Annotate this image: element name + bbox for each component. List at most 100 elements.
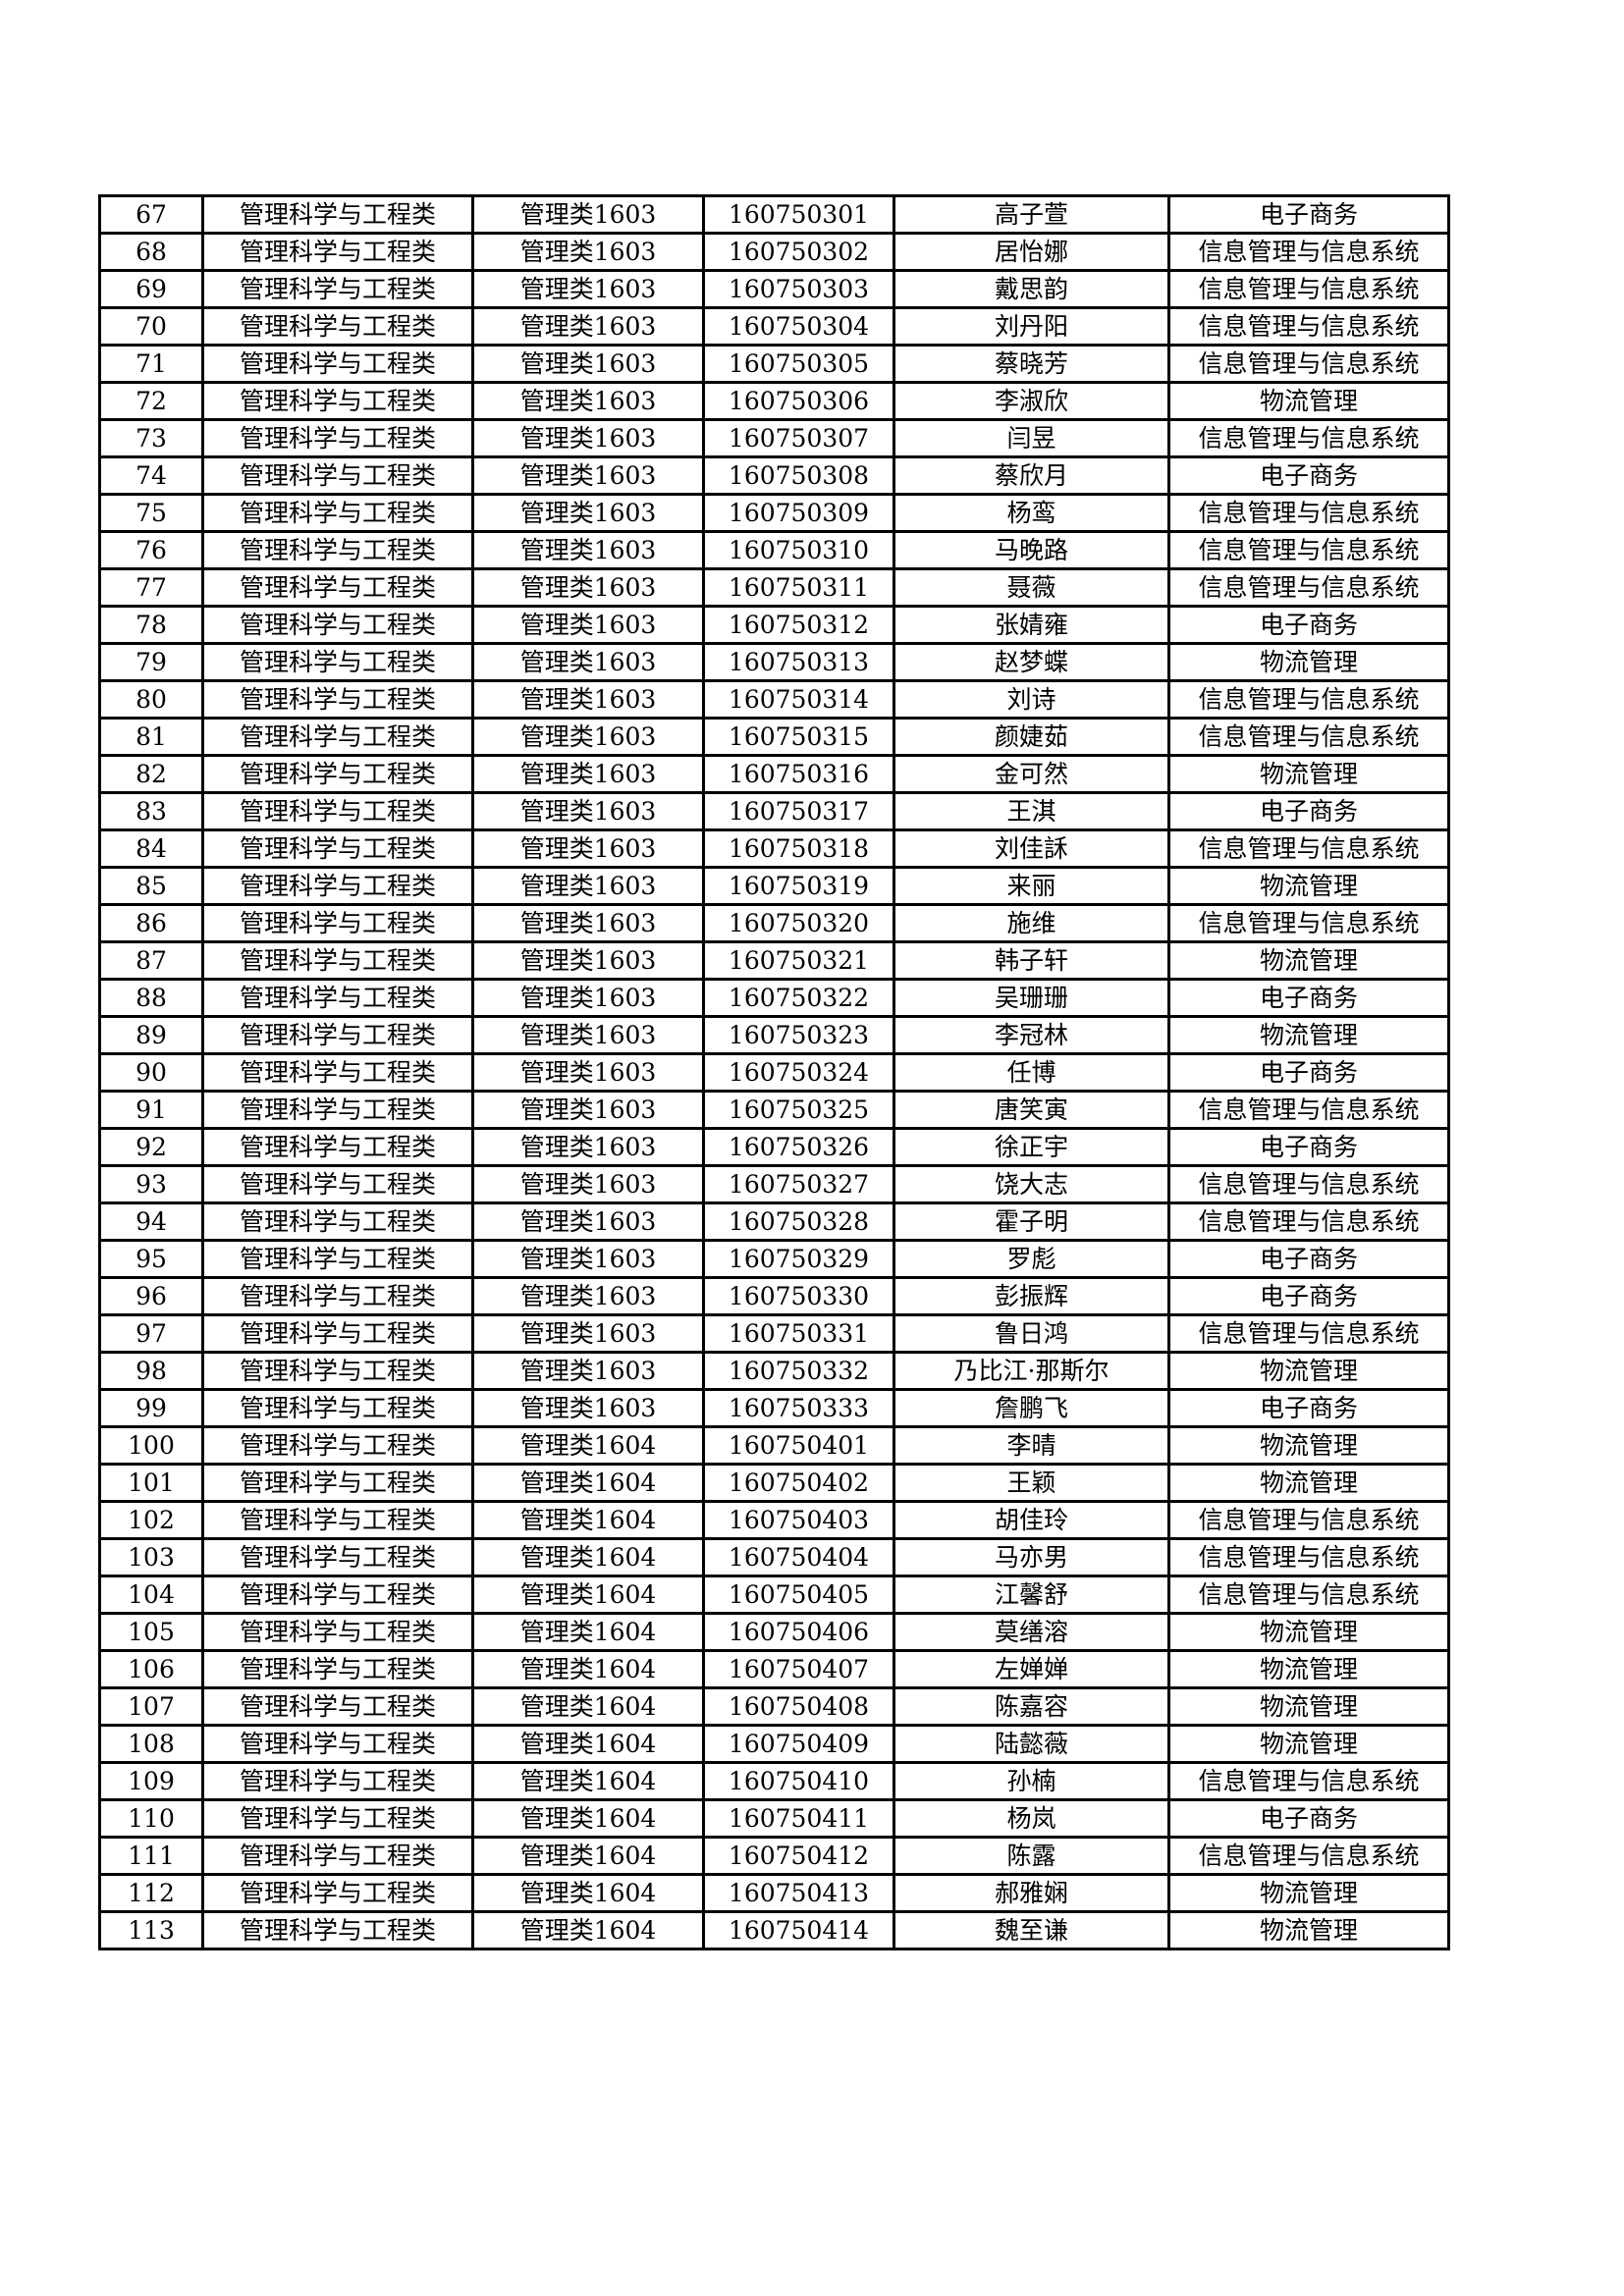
table-row: 90 管理科学与工程类 管理类1603 160750324 任博 电子商务 bbox=[98, 1052, 1450, 1093]
table-row: 101 管理科学与工程类 管理类1604 160750402 王颖 物流管理 bbox=[98, 1463, 1450, 1503]
student-id-cell: 160750329 bbox=[702, 1239, 895, 1279]
class-cell: 管理类1603 bbox=[471, 567, 705, 608]
class-cell: 管理类1603 bbox=[471, 269, 705, 309]
row-number-cell: 89 bbox=[98, 1015, 204, 1055]
major-cell: 信息管理与信息系统 bbox=[1167, 1500, 1450, 1540]
row-number-cell: 111 bbox=[98, 1836, 204, 1876]
student-id-cell: 160750331 bbox=[702, 1313, 895, 1354]
row-number-cell: 103 bbox=[98, 1537, 204, 1577]
major-cell: 信息管理与信息系统 bbox=[1167, 1575, 1450, 1615]
table-row: 67 管理科学与工程类 管理类1603 160750301 高子萱 电子商务 bbox=[98, 194, 1450, 235]
table-row: 78 管理科学与工程类 管理类1603 160750312 张婧雍 电子商务 bbox=[98, 605, 1450, 645]
student-id-cell: 160750311 bbox=[702, 567, 895, 608]
major-cell: 信息管理与信息系统 bbox=[1167, 344, 1450, 384]
row-number-cell: 106 bbox=[98, 1649, 204, 1689]
row-number-cell: 85 bbox=[98, 866, 204, 906]
table-row: 106 管理科学与工程类 管理类1604 160750407 左婵婵 物流管理 bbox=[98, 1649, 1450, 1689]
row-number-cell: 84 bbox=[98, 828, 204, 869]
category-cell: 管理科学与工程类 bbox=[201, 306, 474, 347]
class-cell: 管理类1603 bbox=[471, 1388, 705, 1428]
major-cell: 物流管理 bbox=[1167, 642, 1450, 682]
table-row: 82 管理科学与工程类 管理类1603 160750316 金可然 物流管理 bbox=[98, 754, 1450, 794]
name-cell: 王淇 bbox=[893, 791, 1170, 831]
category-cell: 管理科学与工程类 bbox=[201, 1463, 474, 1503]
class-cell: 管理类1603 bbox=[471, 679, 705, 720]
category-cell: 管理科学与工程类 bbox=[201, 1425, 474, 1466]
name-cell: 孙楠 bbox=[893, 1761, 1170, 1801]
class-cell: 管理类1604 bbox=[471, 1686, 705, 1727]
name-cell: 杨鸾 bbox=[893, 493, 1170, 533]
table-row: 81 管理科学与工程类 管理类1603 160750315 颜婕茹 信息管理与信息系统 bbox=[98, 717, 1450, 757]
category-cell: 管理科学与工程类 bbox=[201, 1276, 474, 1316]
student-id-cell: 160750403 bbox=[702, 1500, 895, 1540]
student-id-cell: 160750406 bbox=[702, 1612, 895, 1652]
name-cell: 胡佳玲 bbox=[893, 1500, 1170, 1540]
category-cell: 管理科学与工程类 bbox=[201, 1500, 474, 1540]
student-id-cell: 160750405 bbox=[702, 1575, 895, 1615]
major-cell: 信息管理与信息系统 bbox=[1167, 903, 1450, 943]
class-cell: 管理类1603 bbox=[471, 940, 705, 981]
table-row: 69 管理科学与工程类 管理类1603 160750303 戴思韵 信息管理与信息系统 bbox=[98, 269, 1450, 309]
major-cell: 信息管理与信息系统 bbox=[1167, 717, 1450, 757]
category-cell: 管理科学与工程类 bbox=[201, 493, 474, 533]
name-cell: 霍子明 bbox=[893, 1201, 1170, 1242]
major-cell: 信息管理与信息系统 bbox=[1167, 1201, 1450, 1242]
table-row: 70 管理科学与工程类 管理类1603 160750304 刘丹阳 信息管理与信息系统 bbox=[98, 306, 1450, 347]
name-cell: 罗彪 bbox=[893, 1239, 1170, 1279]
category-cell: 管理科学与工程类 bbox=[201, 455, 474, 496]
student-id-cell: 160750409 bbox=[702, 1724, 895, 1764]
table-row: 107 管理科学与工程类 管理类1604 160750408 陈嘉容 物流管理 bbox=[98, 1686, 1450, 1727]
class-cell: 管理类1604 bbox=[471, 1836, 705, 1876]
major-cell: 信息管理与信息系统 bbox=[1167, 530, 1450, 570]
student-id-cell: 160750413 bbox=[702, 1873, 895, 1913]
row-number-cell: 69 bbox=[98, 269, 204, 309]
name-cell: 刘诗 bbox=[893, 679, 1170, 720]
table-row: 100 管理科学与工程类 管理类1604 160750401 李晴 物流管理 bbox=[98, 1425, 1450, 1466]
row-number-cell: 101 bbox=[98, 1463, 204, 1503]
name-cell: 李晴 bbox=[893, 1425, 1170, 1466]
student-id-cell: 160750310 bbox=[702, 530, 895, 570]
name-cell: 唐笑寅 bbox=[893, 1090, 1170, 1130]
major-cell: 电子商务 bbox=[1167, 1798, 1450, 1839]
category-cell: 管理科学与工程类 bbox=[201, 418, 474, 458]
major-cell: 物流管理 bbox=[1167, 754, 1450, 794]
table-row: 77 管理科学与工程类 管理类1603 160750311 聂薇 信息管理与信息系统 bbox=[98, 567, 1450, 608]
major-cell: 电子商务 bbox=[1167, 978, 1450, 1018]
class-cell: 管理类1603 bbox=[471, 1239, 705, 1279]
table-row: 75 管理科学与工程类 管理类1603 160750309 杨鸾 信息管理与信息系统 bbox=[98, 493, 1450, 533]
category-cell: 管理科学与工程类 bbox=[201, 1052, 474, 1093]
class-cell: 管理类1603 bbox=[471, 642, 705, 682]
row-number-cell: 108 bbox=[98, 1724, 204, 1764]
table-row: 99 管理科学与工程类 管理类1603 160750333 詹鹏飞 电子商务 bbox=[98, 1388, 1450, 1428]
class-cell: 管理类1603 bbox=[471, 493, 705, 533]
major-cell: 物流管理 bbox=[1167, 940, 1450, 981]
student-id-cell: 160750407 bbox=[702, 1649, 895, 1689]
class-cell: 管理类1604 bbox=[471, 1500, 705, 1540]
name-cell: 鲁日鸿 bbox=[893, 1313, 1170, 1354]
row-number-cell: 86 bbox=[98, 903, 204, 943]
class-cell: 管理类1603 bbox=[471, 903, 705, 943]
major-cell: 信息管理与信息系统 bbox=[1167, 232, 1450, 272]
name-cell: 马晚路 bbox=[893, 530, 1170, 570]
name-cell: 李冠林 bbox=[893, 1015, 1170, 1055]
category-cell: 管理科学与工程类 bbox=[201, 1388, 474, 1428]
row-number-cell: 102 bbox=[98, 1500, 204, 1540]
major-cell: 电子商务 bbox=[1167, 194, 1450, 235]
student-id-cell: 160750401 bbox=[702, 1425, 895, 1466]
name-cell: 蔡晓芳 bbox=[893, 344, 1170, 384]
major-cell: 物流管理 bbox=[1167, 866, 1450, 906]
name-cell: 张婧雍 bbox=[893, 605, 1170, 645]
table-row: 108 管理科学与工程类 管理类1604 160750409 陆懿薇 物流管理 bbox=[98, 1724, 1450, 1764]
category-cell: 管理科学与工程类 bbox=[201, 940, 474, 981]
major-cell: 电子商务 bbox=[1167, 1127, 1450, 1167]
category-cell: 管理科学与工程类 bbox=[201, 1910, 474, 1950]
name-cell: 陈嘉容 bbox=[893, 1686, 1170, 1727]
name-cell: 饶大志 bbox=[893, 1164, 1170, 1204]
table-row: 76 管理科学与工程类 管理类1603 160750310 马晚路 信息管理与信息系统 bbox=[98, 530, 1450, 570]
class-cell: 管理类1603 bbox=[471, 381, 705, 421]
student-id-cell: 160750321 bbox=[702, 940, 895, 981]
class-cell: 管理类1603 bbox=[471, 605, 705, 645]
class-cell: 管理类1604 bbox=[471, 1910, 705, 1950]
student-id-cell: 160750303 bbox=[702, 269, 895, 309]
row-number-cell: 82 bbox=[98, 754, 204, 794]
